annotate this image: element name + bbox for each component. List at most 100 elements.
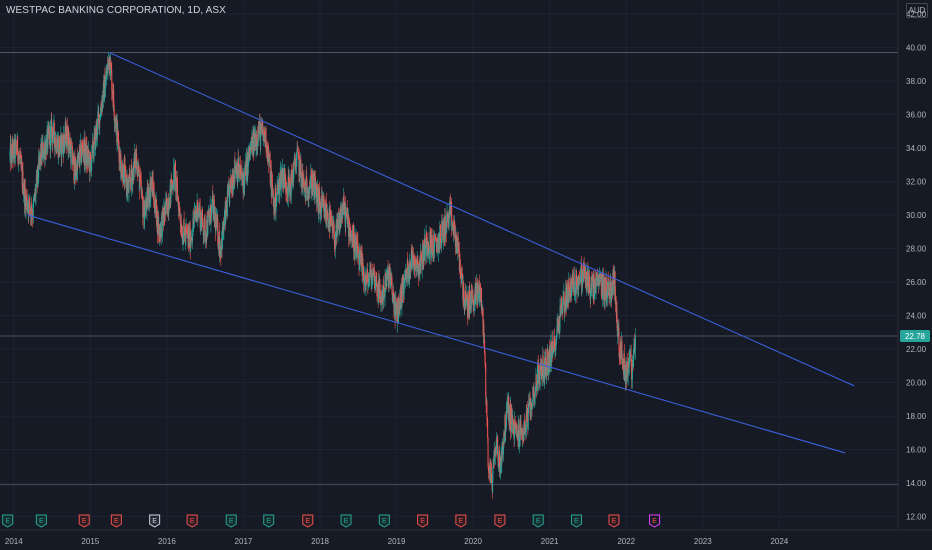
- candle-body: [510, 407, 512, 432]
- candle-body: [373, 269, 375, 286]
- candle-body: [174, 164, 176, 171]
- candle-body: [404, 279, 406, 280]
- candle-body: [378, 279, 380, 288]
- candle-body: [327, 212, 329, 220]
- candle-body: [352, 228, 354, 247]
- candle-body: [147, 195, 149, 204]
- earnings-event-marker[interactable]: E: [225, 514, 237, 528]
- candle-body: [501, 451, 503, 465]
- y-tick-label: 38.00: [906, 77, 927, 86]
- candle-body: [522, 435, 524, 437]
- candle-body: [73, 156, 75, 181]
- earnings-event-marker[interactable]: E: [340, 514, 352, 528]
- candle-body: [586, 275, 588, 292]
- candle-body: [183, 228, 185, 235]
- candle-body: [120, 154, 122, 162]
- candle-body: [104, 76, 106, 98]
- candle-body: [300, 159, 302, 175]
- candle-body: [343, 196, 345, 207]
- earnings-event-marker[interactable]: E: [149, 514, 161, 528]
- earnings-event-marker[interactable]: E: [378, 514, 390, 528]
- candle-body: [304, 186, 306, 189]
- candle-body: [331, 220, 333, 230]
- candle-body: [218, 245, 220, 248]
- x-tick-label: 2021: [541, 537, 559, 546]
- earnings-badge-shape: [302, 514, 314, 528]
- candle-body: [564, 301, 566, 314]
- candle-body: [420, 251, 422, 267]
- candle-body: [165, 199, 167, 201]
- earnings-event-marker[interactable]: E: [570, 514, 582, 528]
- candle-body: [59, 139, 61, 154]
- earnings-event-marker[interactable]: E: [110, 514, 122, 528]
- horizontal-lines[interactable]: [0, 52, 898, 486]
- candle-body: [440, 241, 442, 243]
- candle-body: [460, 276, 462, 279]
- candle-body: [220, 247, 222, 257]
- earnings-event-marker[interactable]: E: [455, 514, 467, 528]
- candle-body: [237, 158, 239, 176]
- earnings-event-marker[interactable]: E: [263, 514, 275, 528]
- candle-body: [310, 173, 312, 175]
- candle-body: [305, 180, 307, 201]
- earnings-event-marker[interactable]: E: [532, 514, 544, 528]
- candle-body: [24, 187, 26, 196]
- candle-body: [127, 184, 129, 191]
- trendline[interactable]: [109, 52, 855, 387]
- price-axis[interactable]: 12.00 14.00 16.00 18.00 20.00 22.00 24.00 26.00…: [906, 10, 927, 522]
- candle-body: [471, 291, 473, 304]
- candle-body: [420, 251, 422, 257]
- earnings-event-marker[interactable]: E: [608, 514, 620, 528]
- candle-body: [260, 127, 262, 147]
- candle-body: [51, 126, 53, 142]
- candle-body: [468, 295, 470, 311]
- y-tick-label: 20.00: [906, 379, 927, 388]
- earnings-event-marker[interactable]: E: [494, 514, 506, 528]
- candle-body: [504, 414, 506, 435]
- trendline[interactable]: [27, 214, 846, 454]
- candle-body: [249, 146, 251, 154]
- candle-body: [356, 247, 358, 258]
- candle-body: [118, 138, 120, 148]
- candle-body: [556, 326, 558, 337]
- candle-body: [525, 410, 527, 432]
- candle-body: [190, 240, 192, 252]
- candle-body: [311, 174, 313, 194]
- candle-body: [477, 284, 479, 302]
- earnings-event-marker[interactable]: E: [417, 514, 429, 528]
- earnings-badge-shape: [340, 514, 352, 528]
- candle-body: [375, 282, 377, 291]
- candle-body: [130, 165, 132, 191]
- candle-body: [144, 207, 146, 216]
- earnings-event-marker[interactable]: E: [78, 514, 90, 528]
- candle-body: [383, 294, 385, 301]
- candle-body: [206, 220, 208, 236]
- time-axis[interactable]: 2014 2015 2016 2017 2018 2019 2020 2021 2022 2023…: [5, 537, 789, 546]
- candle-body: [457, 237, 459, 248]
- candle-body: [113, 104, 115, 116]
- candle-body: [378, 279, 380, 300]
- currency-label[interactable]: AUD: [906, 3, 928, 18]
- candle-body: [110, 62, 112, 76]
- candle-body: [282, 177, 284, 189]
- candle-body: [418, 266, 420, 268]
- candle-body: [373, 267, 375, 270]
- candle-body: [303, 178, 305, 181]
- trendlines[interactable]: [27, 52, 855, 454]
- candle-body: [465, 301, 467, 306]
- candle-body: [209, 214, 211, 222]
- candle-body: [124, 164, 126, 168]
- candle-body: [431, 244, 433, 247]
- earnings-event-marker[interactable]: E: [649, 514, 661, 528]
- candle-body: [84, 139, 86, 162]
- candle-body: [324, 205, 326, 216]
- earnings-event-marker[interactable]: E: [2, 514, 14, 528]
- earnings-event-marker[interactable]: E: [302, 514, 314, 528]
- y-tick-label: 34.00: [906, 144, 927, 153]
- earnings-event-marker[interactable]: E: [186, 514, 198, 528]
- earnings-event-marker[interactable]: E: [35, 514, 47, 528]
- candle-body: [518, 424, 520, 447]
- y-tick-label: 18.00: [906, 412, 927, 421]
